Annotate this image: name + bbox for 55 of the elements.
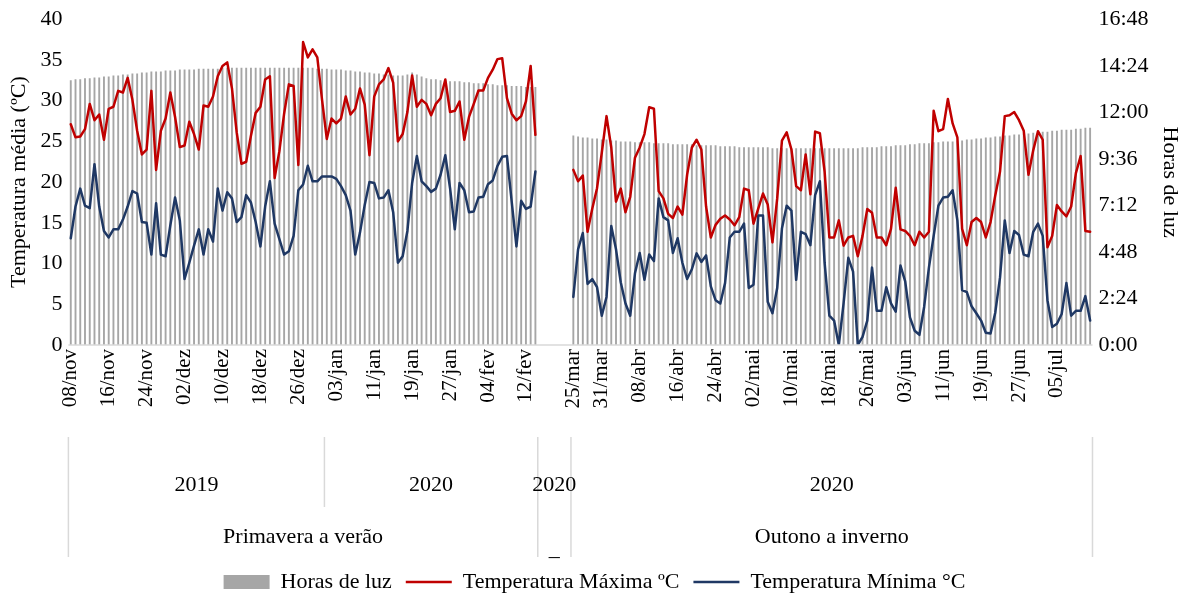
- x-tick-label: 02/dez: [171, 349, 196, 405]
- y-tick-label: 25: [40, 127, 63, 153]
- x-tick-label: 03/jan: [322, 348, 347, 402]
- x-tick-label: 24/nov: [133, 348, 158, 408]
- text: Outono a inverno: [754, 522, 909, 548]
- text: _: [547, 534, 561, 560]
- x-tick-label: 10/dez: [209, 349, 233, 405]
- text: 2019: [174, 470, 219, 496]
- x-tick-label: 05/jul: [1043, 348, 1068, 399]
- x-tick-label: 16/abr: [664, 349, 689, 403]
- x-tick-label: 26/mai: [853, 348, 878, 408]
- legend-label: Horas de luz: [280, 567, 393, 593]
- x-tick-label: 04/fev: [474, 348, 499, 403]
- text: 2020: [409, 470, 454, 496]
- y2-tick-label: 2:24: [1098, 284, 1138, 310]
- y-tick-label: 5: [51, 290, 63, 316]
- x-tick-label: 10/mai: [777, 348, 802, 408]
- x-tick-label: 24/abr: [702, 349, 727, 403]
- y-tick-label: 0: [51, 330, 63, 356]
- x-tick-label: 02/mai: [740, 348, 765, 408]
- legend-label: Temperatura Máxima ºC: [462, 567, 680, 593]
- x-tick-label: 08/abr: [626, 349, 651, 403]
- y-tick-label: 15: [40, 208, 63, 234]
- x-tick-label: 12/fev: [512, 348, 537, 403]
- y-tick-label: 30: [40, 86, 63, 112]
- x-tick-label: 26/dez: [284, 349, 309, 405]
- x-tick-label: 27/jun: [1005, 348, 1030, 403]
- y2-tick-label: 9:36: [1098, 144, 1138, 170]
- x-tick-label: 25/mar: [559, 348, 584, 409]
- x-tick-label: 31/mar: [588, 348, 613, 409]
- y2-tick-label: 0:00: [1098, 330, 1138, 356]
- x-tick-label: 27/jan: [436, 348, 461, 402]
- y2-tick-label: 12:00: [1098, 98, 1149, 124]
- text: Primavera a verão: [223, 522, 384, 548]
- x-tick-label: 11/jan: [360, 348, 385, 401]
- x-tick-label: 19/jan: [398, 348, 423, 402]
- y2-tick-label: 14:24: [1098, 51, 1149, 77]
- text: 2020: [532, 470, 577, 496]
- x-tick-label: 18/dez: [246, 349, 271, 405]
- y-tick-label: 40: [40, 4, 63, 30]
- y2-axis-title: Horas de luz: [1159, 126, 1185, 238]
- y2-tick-label: 7:12: [1098, 191, 1138, 217]
- y-tick-label: 35: [40, 45, 63, 71]
- y2-tick-label: 16:48: [1098, 4, 1149, 30]
- x-tick-label: 11/jun: [929, 348, 954, 402]
- legend-label: Temperatura Mínima °C: [750, 567, 966, 593]
- x-tick-label: 18/mai: [815, 348, 840, 408]
- y-axis-title: Temperatura média (ºC): [4, 76, 30, 288]
- x-tick-label: 03/jun: [891, 348, 916, 403]
- y-tick-label: 20: [40, 167, 63, 193]
- y-tick-label: 10: [40, 249, 63, 275]
- y2-tick-label: 4:48: [1098, 237, 1138, 263]
- x-tick-label: 16/nov: [95, 348, 120, 408]
- text: 2020: [809, 470, 854, 496]
- x-tick-label: 19/jun: [967, 348, 992, 403]
